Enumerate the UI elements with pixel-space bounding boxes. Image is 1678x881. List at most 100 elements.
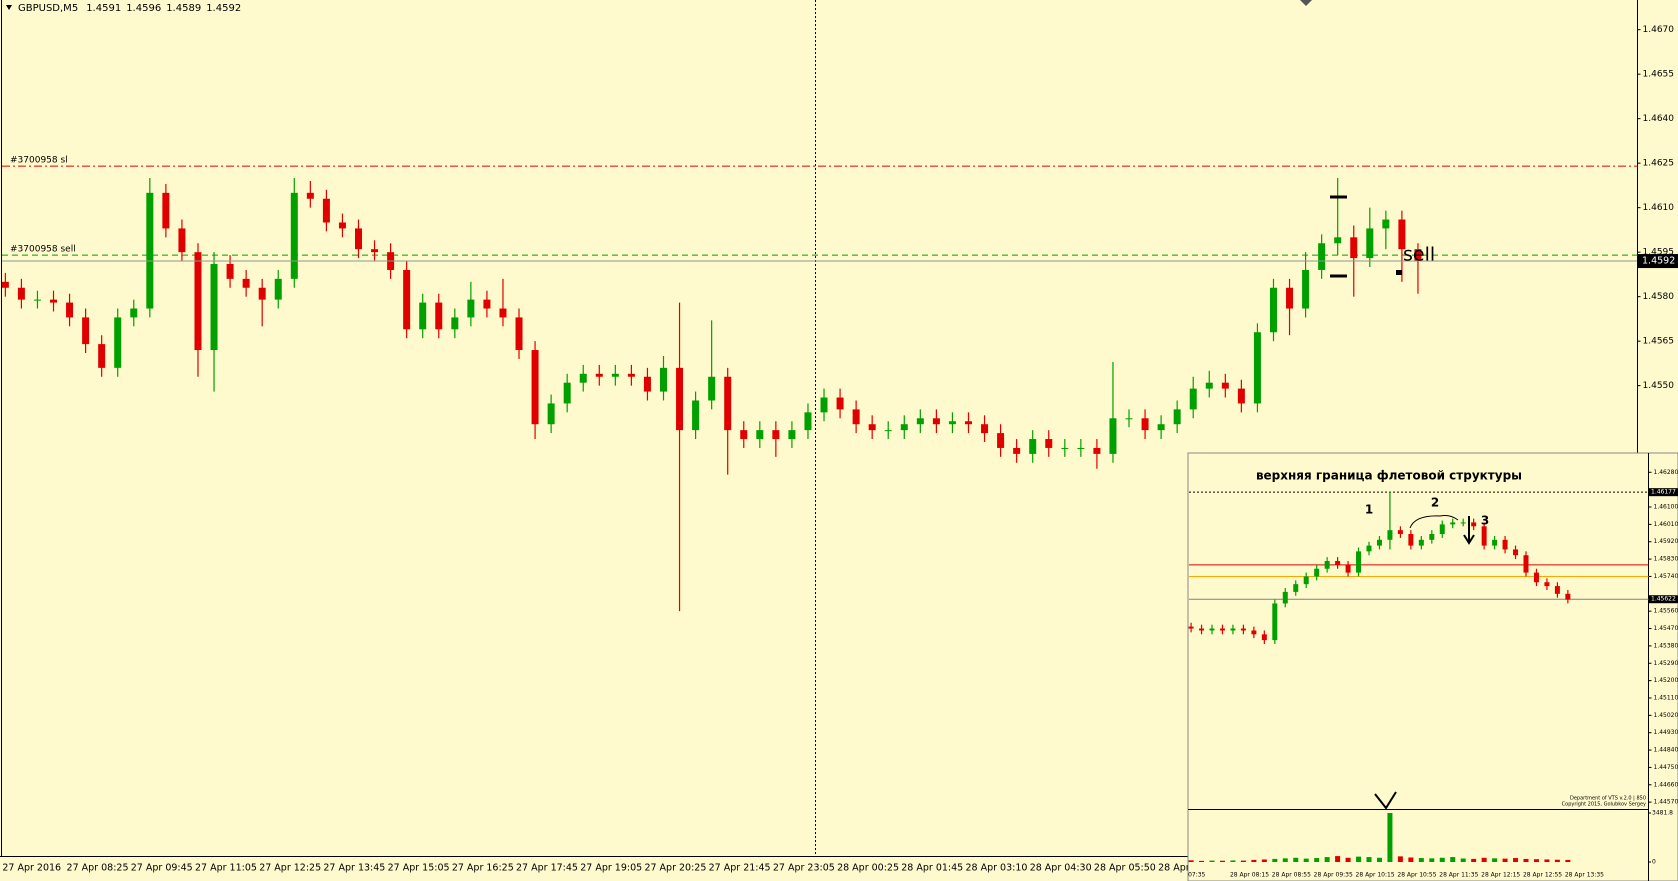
- candle-body: [1237, 388, 1245, 404]
- watermark: Department of VTS v.2.0 | 850: [1570, 796, 1646, 802]
- candle-body: [1397, 530, 1403, 535]
- x-tick-label: 28 Apr 03:10: [965, 863, 1027, 874]
- candle-body: [355, 228, 363, 250]
- candle-body: [708, 376, 716, 401]
- candle-body: [1318, 243, 1326, 270]
- volume-bar: [1261, 859, 1267, 862]
- x-tick-label: 27 Apr 16:25: [452, 863, 514, 874]
- inset-plot: 1.46280 1.46100 1.46010 1.45920 1.45830 1.457…: [1188, 469, 1678, 879]
- volume-bar: [1188, 860, 1194, 862]
- candle-body: [1314, 568, 1320, 577]
- candle-body: [1189, 388, 1197, 410]
- header-value: 1.4596: [126, 3, 161, 14]
- candle-body: [1157, 424, 1165, 431]
- y-tick-label: 1.4565: [1643, 337, 1675, 347]
- x-tick-label: 27 Apr 09:45: [131, 863, 193, 874]
- candle-body: [1109, 418, 1117, 454]
- candle-body: [997, 433, 1005, 448]
- candle-body: [1418, 539, 1424, 546]
- candle-body: [1209, 628, 1215, 631]
- volume-bar: [1303, 858, 1309, 862]
- x-tick-label: 28 Apr 05:50: [1094, 863, 1156, 874]
- y-tick-label: 1.45200: [1654, 677, 1678, 684]
- candle-body: [964, 421, 972, 425]
- volume-bar: [1502, 858, 1508, 862]
- volume-bar: [1387, 813, 1393, 862]
- x-tick-label: 27 Apr 15:05: [388, 863, 450, 874]
- volume-bar: [1345, 857, 1351, 862]
- candle-body: [499, 308, 507, 318]
- inset-title: верхняя граница флетовой структуры: [1256, 469, 1522, 483]
- candle-body: [1141, 418, 1149, 431]
- volume-bar: [1314, 858, 1320, 862]
- x-tick-label: 27 Apr 08:25: [67, 863, 129, 874]
- x-tick-label: 28 Apr 13:35: [1565, 872, 1604, 879]
- volume-bar: [1240, 860, 1246, 862]
- x-tick-label: 28 Apr 08:55: [1272, 872, 1311, 879]
- watermark: Copyright 2015, Golubkov Sergey: [1562, 802, 1646, 808]
- y-tick-label: 1.4580: [1643, 292, 1675, 302]
- volume-bar: [1554, 859, 1560, 862]
- candle-body: [1251, 630, 1257, 635]
- y-tick-label: 1.45380: [1654, 642, 1678, 649]
- header-value: 1.4592: [206, 3, 241, 14]
- y-tick-label: 1.44570: [1654, 799, 1678, 806]
- price-tag: [1649, 595, 1678, 604]
- y-tick-label: 1.4670: [1643, 25, 1675, 35]
- y-tick-label: 1.46010: [1654, 521, 1678, 528]
- y-tick-label: 1.45560: [1654, 608, 1678, 615]
- y-tick-label: 1.44660: [1654, 781, 1678, 788]
- inset-chart: 1.46280 1.46100 1.46010 1.45920 1.45830 1.457…: [1187, 452, 1678, 881]
- level-label: #3700958 sl: [10, 156, 68, 166]
- candle-body: [1, 281, 9, 288]
- candle-body: [884, 430, 892, 432]
- x-tick-label: 28 Apr 10:55: [1397, 872, 1436, 879]
- y-tick-label: 1.45830: [1654, 556, 1678, 563]
- candle-body: [435, 302, 443, 330]
- symbol: GBPUSD,M5: [18, 3, 78, 14]
- candle-body: [868, 424, 876, 431]
- candle-body: [50, 299, 58, 303]
- candle-body: [643, 376, 651, 392]
- candle-body: [1408, 534, 1414, 546]
- candle-body: [146, 192, 154, 309]
- x-tick-label: 28 Apr 12:55: [1523, 872, 1562, 879]
- y-tick-label: 1.45920: [1654, 538, 1678, 545]
- volume-bar: [1418, 858, 1424, 862]
- candle-body: [1350, 237, 1358, 259]
- volume-bar: [1565, 859, 1571, 862]
- volume-bar: [1429, 858, 1435, 862]
- x-tick-label: 28 Apr 00:25: [837, 863, 899, 874]
- candle-body: [1324, 561, 1330, 569]
- x-tick-label: 28 Apr 10:15: [1356, 872, 1395, 879]
- candle-body: [33, 299, 41, 301]
- candle-body: [1261, 634, 1267, 641]
- candle-body: [531, 350, 539, 425]
- candle-body: [98, 344, 106, 368]
- candle-body: [900, 424, 908, 431]
- candle-body: [1077, 447, 1085, 449]
- volume-bar: [1471, 858, 1477, 862]
- candle-body: [1125, 418, 1133, 420]
- candle-body: [1523, 555, 1529, 573]
- candle-body: [756, 430, 764, 440]
- candle-body: [1093, 447, 1101, 454]
- x-tick-label: 28 Apr 12:15: [1481, 872, 1520, 879]
- volume-bar: [1251, 859, 1257, 862]
- y-tick-label: 1.44930: [1654, 729, 1678, 736]
- candle-body: [1460, 522, 1466, 524]
- wave-label: 3: [1481, 514, 1489, 528]
- x-tick-label: 27 Apr 19:05: [580, 863, 642, 874]
- candle-body: [242, 278, 250, 288]
- candle-body: [1272, 603, 1278, 641]
- volume-bar: [1376, 857, 1382, 862]
- price-tag-label: 1.45622: [1651, 596, 1676, 603]
- candle-body: [948, 421, 956, 425]
- candle-body: [1366, 545, 1372, 552]
- volume-bar: [1460, 858, 1466, 862]
- candle-body: [1013, 447, 1021, 454]
- candle-body: [1221, 382, 1229, 389]
- candle-body: [467, 299, 475, 318]
- volume-bar: [1366, 857, 1372, 862]
- x-tick-label: 27 Apr 13:45: [323, 863, 385, 874]
